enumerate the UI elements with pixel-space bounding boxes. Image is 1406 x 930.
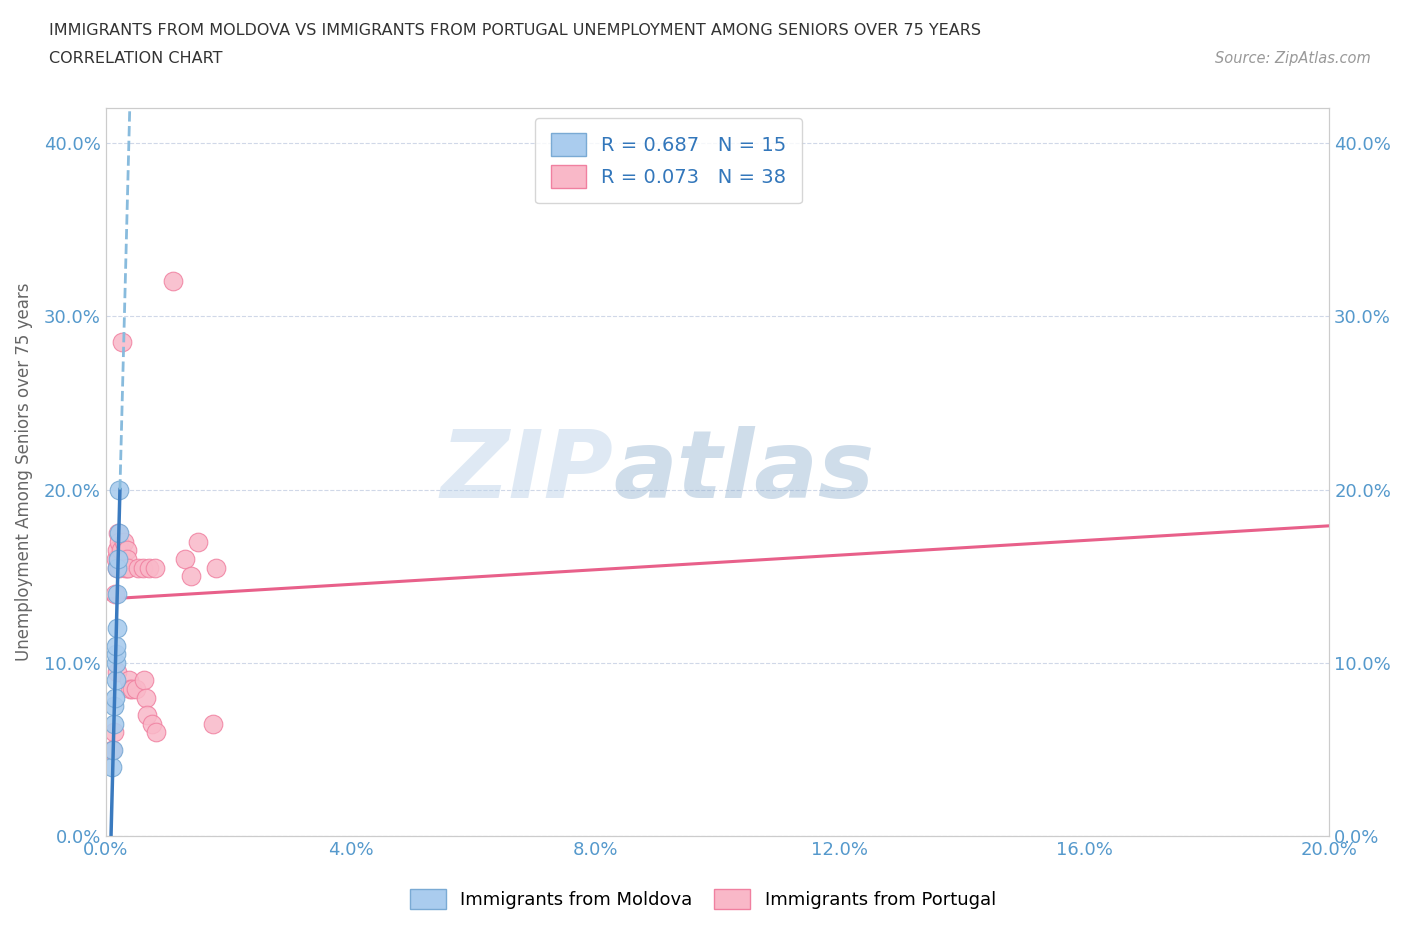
- Point: [103, 698, 125, 713]
- Point: [103, 742, 125, 757]
- Point: [162, 274, 184, 289]
- Point: [187, 534, 209, 549]
- Point: [121, 682, 143, 697]
- Point: [104, 690, 127, 705]
- Point: [103, 716, 125, 731]
- Text: atlas: atlas: [613, 426, 875, 518]
- Legend: R = 0.687   N = 15, R = 0.073   N = 38: R = 0.687 N = 15, R = 0.073 N = 38: [536, 118, 801, 204]
- Y-axis label: Unemployment Among Seniors over 75 years: Unemployment Among Seniors over 75 years: [15, 283, 32, 661]
- Point: [101, 742, 124, 757]
- Point: [107, 560, 129, 575]
- Point: [205, 560, 228, 575]
- Point: [115, 560, 138, 575]
- Point: [115, 543, 138, 558]
- Point: [105, 664, 128, 679]
- Point: [201, 716, 224, 731]
- Point: [104, 672, 127, 687]
- Point: [108, 482, 131, 497]
- Point: [111, 335, 134, 350]
- Point: [135, 690, 157, 705]
- Point: [104, 551, 127, 566]
- Point: [136, 708, 159, 723]
- Point: [180, 569, 202, 584]
- Point: [174, 551, 197, 566]
- Point: [127, 560, 149, 575]
- Text: Source: ZipAtlas.com: Source: ZipAtlas.com: [1215, 51, 1371, 66]
- Point: [118, 672, 141, 687]
- Point: [131, 560, 153, 575]
- Point: [107, 543, 129, 558]
- Point: [138, 560, 160, 575]
- Point: [107, 551, 129, 566]
- Text: CORRELATION CHART: CORRELATION CHART: [49, 51, 222, 66]
- Point: [103, 724, 125, 739]
- Point: [105, 560, 128, 575]
- Point: [108, 534, 131, 549]
- Point: [110, 543, 132, 558]
- Point: [114, 560, 136, 575]
- Point: [104, 656, 127, 671]
- Point: [117, 551, 139, 566]
- Point: [101, 760, 124, 775]
- Point: [108, 560, 131, 575]
- Point: [105, 621, 128, 636]
- Point: [143, 560, 166, 575]
- Point: [105, 586, 128, 601]
- Point: [107, 525, 129, 540]
- Text: ZIP: ZIP: [440, 426, 613, 518]
- Point: [107, 525, 129, 540]
- Point: [105, 638, 128, 653]
- Point: [125, 682, 148, 697]
- Point: [105, 646, 128, 661]
- Point: [107, 551, 129, 566]
- Point: [141, 716, 163, 731]
- Point: [145, 724, 167, 739]
- Point: [104, 586, 127, 601]
- Text: IMMIGRANTS FROM MOLDOVA VS IMMIGRANTS FROM PORTUGAL UNEMPLOYMENT AMONG SENIORS O: IMMIGRANTS FROM MOLDOVA VS IMMIGRANTS FR…: [49, 23, 981, 38]
- Legend: Immigrants from Moldova, Immigrants from Portugal: Immigrants from Moldova, Immigrants from…: [402, 882, 1004, 916]
- Point: [117, 560, 139, 575]
- Point: [120, 682, 142, 697]
- Point: [112, 534, 135, 549]
- Point: [132, 672, 155, 687]
